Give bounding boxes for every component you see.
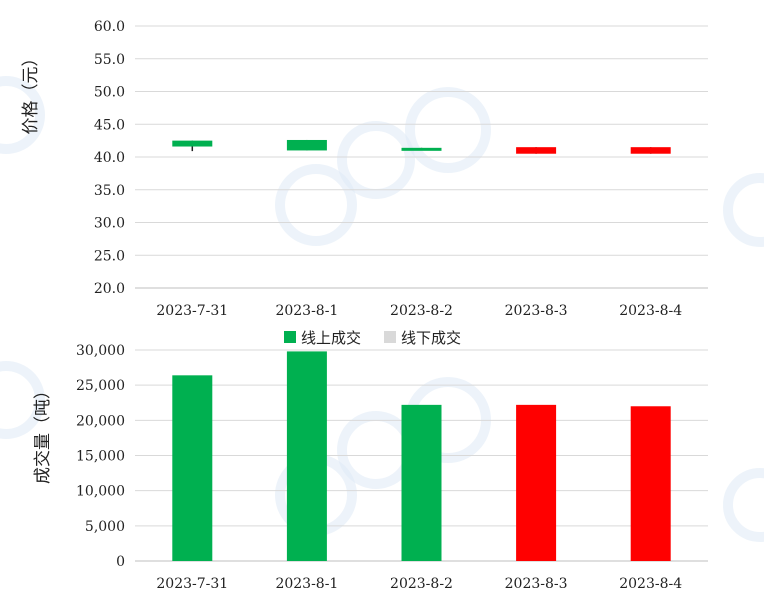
volume-x-tick-label: 2023-8-3 xyxy=(505,576,568,592)
price-candle xyxy=(286,139,327,151)
price-y-axis-title: 价格（元） xyxy=(21,50,41,135)
volume-y-tick-label: 25,000 xyxy=(76,378,125,394)
volume-y-tick-label: 0 xyxy=(116,554,125,570)
volume-x-tick-label: 2023-8-1 xyxy=(275,576,338,592)
price-candle xyxy=(172,140,213,147)
price-x-axis: 2023-7-31 2023-8-1 2023-8-2 2023-8-3 2023-8-… xyxy=(156,303,682,319)
price-y-tick-label: 40.0 xyxy=(94,150,125,166)
volume-bars xyxy=(172,351,671,561)
volume-bar xyxy=(286,351,327,561)
price-gridlines xyxy=(135,25,708,289)
price-y-tick-label: 60.0 xyxy=(94,19,125,35)
volume-x-tick-label: 2023-7-31 xyxy=(156,576,228,592)
price-chart: 60.0 55.0 50.0 45.0 40.0 35.0 30.0 25.0 20.0 202… xyxy=(21,19,708,319)
price-y-tick-label: 25.0 xyxy=(94,248,125,264)
price-y-tick-label: 35.0 xyxy=(94,183,125,199)
price-y-tick-label: 30.0 xyxy=(94,216,125,232)
volume-y-tick-label: 20,000 xyxy=(76,413,125,429)
price-candles xyxy=(172,139,671,154)
volume-y-tick-label: 30,000 xyxy=(76,343,125,359)
price-y-tick-label: 50.0 xyxy=(94,85,125,101)
price-x-tick-label: 2023-8-2 xyxy=(390,303,453,319)
volume-y-tick-label: 5,000 xyxy=(85,519,125,535)
legend-swatch-online xyxy=(284,331,296,343)
price-candle xyxy=(630,147,671,154)
price-x-tick-label: 2023-8-3 xyxy=(505,303,568,319)
volume-x-tick-label: 2023-8-2 xyxy=(390,576,453,592)
legend-label-offline: 线下成交 xyxy=(401,329,461,347)
volume-y-axis: 30,000 25,000 20,000 15,000 10,000 5,000 0 xyxy=(76,343,125,570)
volume-legend: 线上成交 线下成交 xyxy=(284,329,461,347)
price-candle xyxy=(401,147,442,151)
volume-bar xyxy=(516,404,557,561)
volume-bar xyxy=(401,404,442,561)
price-candle xyxy=(516,147,557,154)
volume-x-tick-label: 2023-8-4 xyxy=(619,576,682,592)
volume-y-tick-label: 10,000 xyxy=(76,484,125,500)
legend-swatch-offline xyxy=(384,331,396,343)
volume-y-tick-label: 15,000 xyxy=(76,449,125,465)
volume-bar xyxy=(630,406,671,561)
legend-label-online: 线上成交 xyxy=(301,329,361,347)
volume-chart: 30,000 25,000 20,000 15,000 10,000 5,000 0 202… xyxy=(33,343,708,592)
price-y-tick-label: 20.0 xyxy=(94,281,125,297)
price-x-tick-label: 2023-8-4 xyxy=(619,303,682,319)
price-y-tick-label: 45.0 xyxy=(94,117,125,133)
price-y-tick-label: 55.0 xyxy=(94,52,125,68)
volume-y-axis-title: 成交量（吨） xyxy=(33,382,53,484)
price-y-axis: 60.0 55.0 50.0 45.0 40.0 35.0 30.0 25.0 20.0 xyxy=(94,19,125,297)
price-x-tick-label: 2023-7-31 xyxy=(156,303,228,319)
volume-x-axis: 2023-7-31 2023-8-1 2023-8-2 2023-8-3 2023-8-… xyxy=(156,576,682,592)
volume-bar xyxy=(172,375,213,561)
price-x-tick-label: 2023-8-1 xyxy=(275,303,338,319)
